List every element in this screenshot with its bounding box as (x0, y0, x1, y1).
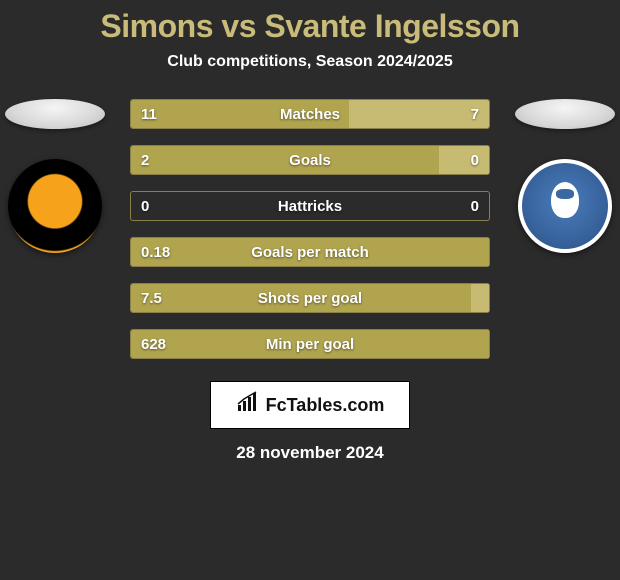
stat-row: 0.18 Goals per match (130, 237, 490, 267)
stat-value-left: 0.18 (141, 244, 170, 261)
chart-icon (236, 391, 260, 420)
player-left-avatar (5, 99, 105, 129)
club-crest-right (518, 159, 612, 253)
stat-fill-right (349, 100, 489, 128)
stat-value-right: 0 (471, 198, 479, 215)
stat-value-left: 2 (141, 152, 149, 169)
stat-label: Matches (280, 106, 340, 123)
stat-value-right: 0 (471, 152, 479, 169)
stat-label: Goals per match (251, 244, 369, 261)
page-title: Simons vs Svante Ingelsson (0, 0, 620, 45)
stat-row: 0 Hattricks 0 (130, 191, 490, 221)
stat-fill-right (471, 284, 489, 312)
stat-label: Min per goal (266, 336, 354, 353)
club-crest-left (8, 159, 102, 253)
stat-row: 11 Matches 7 (130, 99, 490, 129)
stat-value-left: 628 (141, 336, 166, 353)
stat-value-left: 11 (141, 106, 157, 123)
stat-row: 628 Min per goal (130, 329, 490, 359)
subtitle: Club competitions, Season 2024/2025 (0, 53, 620, 71)
comparison-panel: 11 Matches 7 2 Goals 0 0 Hattricks 0 0.18 Goals pe… (0, 99, 620, 359)
date-label: 28 november 2024 (0, 443, 620, 463)
player-right-column (510, 99, 620, 253)
stat-label: Hattricks (278, 198, 342, 215)
stat-fill-right (439, 146, 489, 174)
branding-badge: FcTables.com (210, 381, 410, 429)
stat-row: 7.5 Shots per goal (130, 283, 490, 313)
player-right-avatar (515, 99, 615, 129)
stat-row: 2 Goals 0 (130, 145, 490, 175)
branding-text: FcTables.com (266, 395, 385, 416)
stat-value-left: 0 (141, 198, 149, 215)
stat-bars: 11 Matches 7 2 Goals 0 0 Hattricks 0 0.18 Goals pe… (130, 99, 490, 359)
stat-value-left: 7.5 (141, 290, 162, 307)
player-left-column (0, 99, 110, 253)
stat-value-right: 7 (471, 106, 479, 123)
stat-label: Goals (289, 152, 331, 169)
stat-label: Shots per goal (258, 290, 362, 307)
